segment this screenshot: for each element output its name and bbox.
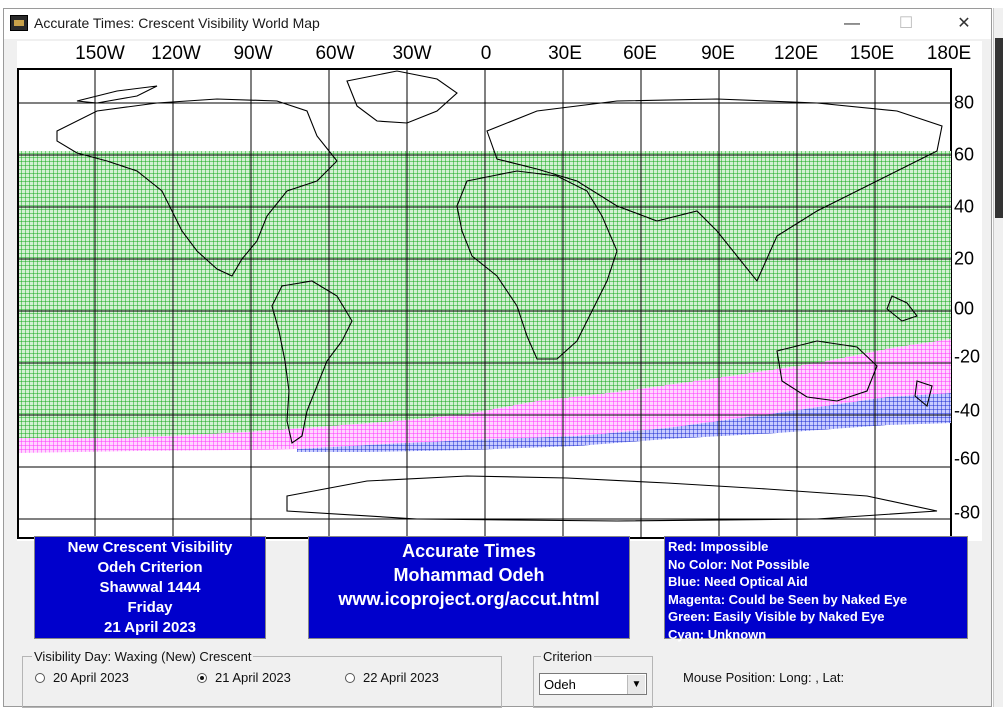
radio-circle[interactable] [345,673,355,683]
lat-label-20: 20 [954,248,975,269]
lon-label-60e: 60E [623,43,657,64]
info-left-line: New Crescent Visibility [67,539,233,556]
lon-label-60w: 60W [315,43,355,64]
radio-21-april[interactable]: 21 April 2023 [197,670,291,685]
info-left-line: Friday [127,599,173,616]
lon-label-90e: 90E [701,43,735,64]
mouse-position-readout: Mouse Position: Long: , Lat: [683,670,845,685]
radio-circle-selected[interactable] [197,673,207,683]
chevron-down-icon[interactable]: ▼ [627,675,645,694]
lat-label-minus60: -60 [954,448,981,469]
radio-circle[interactable] [35,673,45,683]
info-center-line: www.icoproject.org/accut.html [338,589,600,609]
lon-label-120e: 120E [773,43,819,64]
lat-label-40: 40 [954,196,975,217]
lat-label-60: 60 [954,144,975,165]
legend-box: Red: Impossible No Color: Not Possible B… [664,536,968,642]
world-map[interactable]: 150W 120W 90W 60W 30W 0 30E 60E 90E 120E… [17,41,982,541]
minimize-button[interactable]: — [844,15,860,32]
app-window: Accurate Times: Crescent Visibility Worl… [3,8,992,708]
legend-line: Cyan: Unknown [668,626,767,642]
lon-label-0: 0 [480,43,492,64]
lon-label-150w: 150W [75,43,125,64]
legend-line: Blue: Need Optical Aid [668,574,808,589]
blue-zone [297,393,951,452]
lon-label-90w: 90W [233,43,273,64]
legend-line: Green: Easily Visible by Naked Eye [668,609,885,624]
lon-label-120w: 120W [151,43,201,64]
legend-line: No Color: Not Possible [668,556,810,572]
info-center-line: Accurate Times [402,541,536,561]
info-box-center: Accurate Times Mohammad Odeh www.icoproj… [308,536,630,639]
legend-line: Magenta: Could be Seen by Naked Eye [668,591,908,607]
maximize-button[interactable]: ☐ [898,15,914,32]
info-box-left: New Crescent Visibility Odeh Criterion S… [34,536,266,639]
info-left-line: 21 April 2023 [104,619,196,636]
window-title: Accurate Times: Crescent Visibility Worl… [34,15,320,31]
info-left-line: Odeh Criterion [97,559,203,576]
lat-label-minus20: -20 [954,346,981,367]
radio-label: 21 April 2023 [215,670,291,685]
lat-label-minus40: -40 [954,400,981,421]
radio-22-april[interactable]: 22 April 2023 [345,670,439,685]
lat-label-minus80: -80 [954,502,981,523]
info-center-line: Mohammad Odeh [393,565,545,585]
lat-label-80: 80 [954,92,975,113]
lon-label-30w: 30W [392,43,432,64]
visibility-day-label: Visibility Day: Waxing (New) Crescent [32,649,254,664]
background-window-strip [0,0,1003,8]
lon-label-30e: 30E [548,43,582,64]
radio-label: 22 April 2023 [363,670,439,685]
criterion-selected-value: Odeh [544,677,576,692]
lon-label-150e: 150E [849,43,895,64]
radio-20-april[interactable]: 20 April 2023 [35,670,129,685]
lon-label-180e: 180E [926,43,972,64]
legend-line: Red: Impossible [668,539,769,554]
lat-label-00: 00 [954,298,975,319]
title-bar[interactable]: Accurate Times: Crescent Visibility Worl… [4,9,991,39]
criterion-select[interactable]: Odeh ▼ [539,673,647,695]
map-canvas[interactable] [17,41,982,541]
info-left-line: Shawwal 1444 [99,579,201,596]
graticule [18,69,951,538]
background-window-edge [993,8,1003,707]
close-button[interactable]: ✕ [957,15,971,32]
app-icon [10,15,28,31]
radio-label: 20 April 2023 [53,670,129,685]
criterion-label: Criterion [541,649,595,664]
